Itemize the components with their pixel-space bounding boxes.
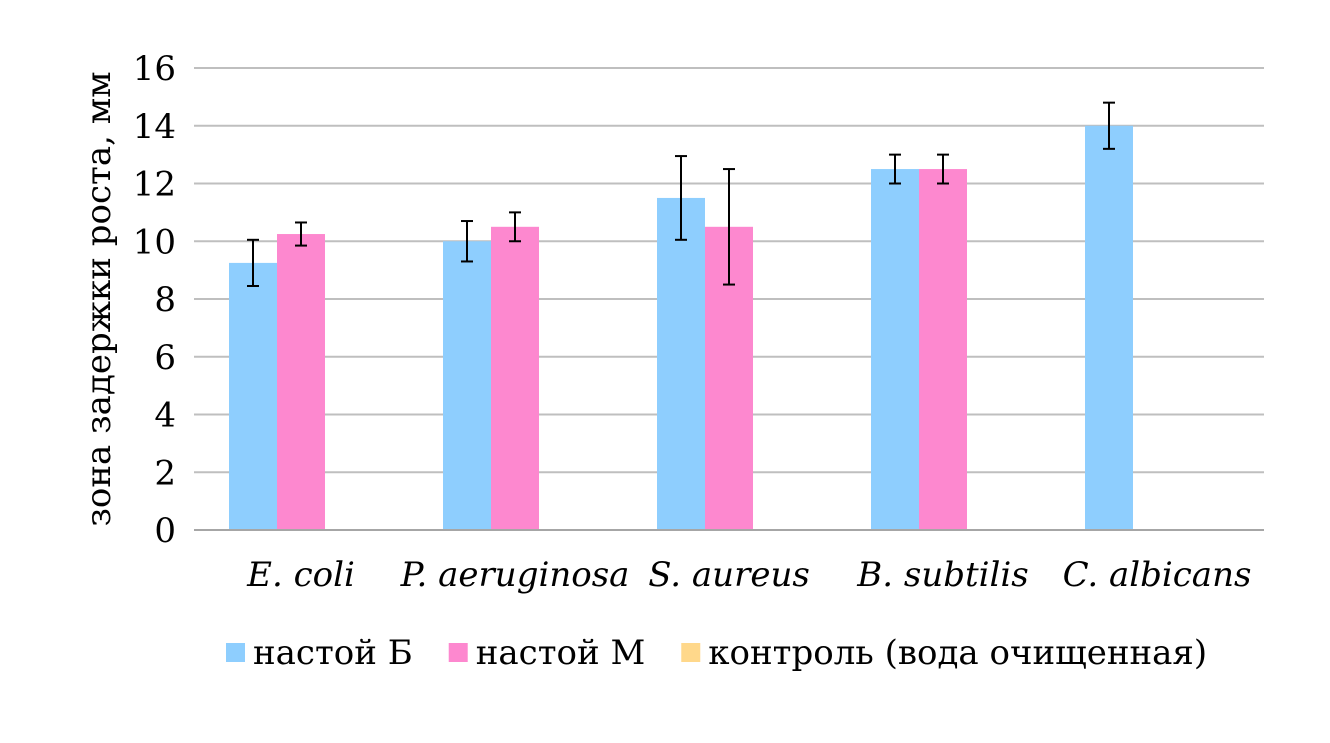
y-tick-label: 8 — [154, 280, 176, 320]
y-tick-label: 10 — [133, 222, 176, 262]
bar-2-1 — [277, 234, 325, 530]
bar-1-4 — [871, 169, 919, 530]
legend-label: контроль (вода очищенная) — [708, 633, 1207, 673]
y-axis-title: зона задержки роста, мм — [79, 71, 119, 526]
x-category-label: P. aeruginosa — [400, 555, 630, 595]
bar-2-4 — [919, 169, 967, 530]
legend-item-3: контроль (вода очищенная) — [681, 633, 1207, 673]
y-tick-label: 16 — [133, 49, 176, 89]
y-tick-label: 6 — [154, 338, 176, 378]
x-category-label: E. coli — [246, 555, 355, 595]
legend-item-1: настой Б — [226, 633, 413, 673]
x-category-label: B. subtilis — [856, 555, 1028, 595]
error-bar-1-1 — [247, 238, 259, 288]
y-tick-label: 12 — [133, 165, 176, 205]
y-tick-label: 0 — [154, 511, 176, 551]
legend-item-2: настой М — [448, 633, 646, 673]
error-bar-1-2 — [461, 220, 473, 263]
bar-1-1 — [229, 262, 277, 530]
bar-2-2 — [491, 226, 539, 530]
legend-label: настой Б — [253, 633, 413, 673]
legend-swatch — [226, 643, 245, 662]
x-category-label: C. albicans — [1063, 555, 1252, 595]
y-tick-label: 2 — [154, 453, 176, 493]
error-bar-2-4 — [937, 153, 949, 185]
x-category-label: S. aureus — [648, 555, 810, 595]
error-bar-2-1 — [295, 221, 307, 247]
bars — [229, 101, 1133, 530]
y-tick-label: 14 — [133, 107, 176, 147]
axes: 0 2 4 6 8 10 12 14 16 E. coli P. aeruginosa S. aure… — [79, 49, 1264, 595]
legend-label: настой М — [476, 633, 646, 673]
bar-1-3 — [657, 197, 705, 530]
error-bar-2-3 — [723, 168, 735, 286]
bar-1-2 — [443, 241, 491, 530]
y-tick-label: 4 — [154, 396, 176, 436]
error-bar-1-3 — [675, 155, 687, 241]
error-bar-1-4 — [889, 153, 901, 185]
legend-swatch — [681, 643, 701, 662]
legend: настой Б настой М контроль (вода очищенная… — [226, 633, 1207, 673]
bar-1-5 — [1085, 125, 1133, 530]
error-bar-2-2 — [509, 211, 521, 243]
legend-swatch — [448, 643, 468, 662]
error-bar-1-5 — [1103, 101, 1115, 150]
